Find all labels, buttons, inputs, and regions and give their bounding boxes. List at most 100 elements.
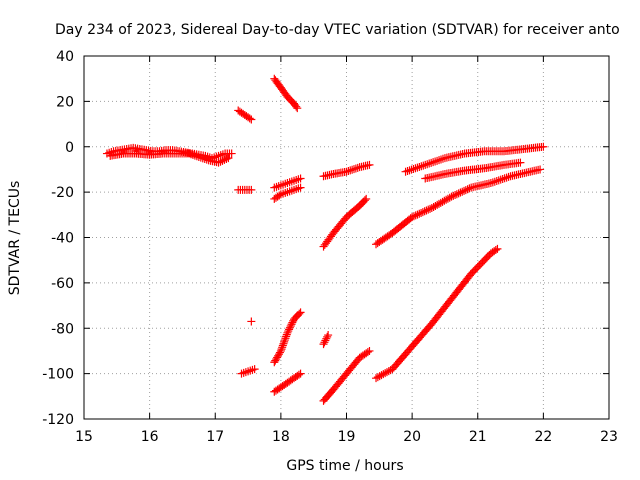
data-point xyxy=(322,334,331,343)
data-point xyxy=(431,157,440,166)
data-point xyxy=(280,337,289,346)
series-arc-i xyxy=(270,369,305,396)
data-point xyxy=(454,189,463,198)
data-point xyxy=(465,184,474,193)
data-point xyxy=(224,154,233,163)
data-point xyxy=(488,178,497,187)
data-point xyxy=(342,167,351,176)
data-point xyxy=(460,186,469,195)
data-point xyxy=(409,164,418,173)
y-tick-label: 40 xyxy=(56,49,74,65)
data-point xyxy=(220,155,229,164)
y-tick-label: -40 xyxy=(51,231,74,247)
data-point xyxy=(438,154,447,163)
data-point xyxy=(218,156,227,165)
data-point xyxy=(350,165,358,174)
data-point xyxy=(278,341,287,350)
data-point xyxy=(202,155,211,164)
data-point xyxy=(429,158,438,167)
data-point xyxy=(418,208,427,217)
data-point xyxy=(382,368,391,377)
series-arc-c xyxy=(234,185,256,194)
series-arc-f xyxy=(270,174,305,192)
data-point xyxy=(286,321,295,330)
data-point xyxy=(353,163,362,172)
data-point xyxy=(245,114,254,123)
data-point xyxy=(192,152,201,161)
chart-title: Day 234 of 2023, Sidereal Day-to-day VTE… xyxy=(55,22,620,38)
data-point xyxy=(190,151,199,160)
data-point xyxy=(216,157,225,166)
data-point xyxy=(456,188,465,197)
data-point xyxy=(417,208,426,217)
data-point xyxy=(504,172,513,181)
data-point xyxy=(502,173,511,182)
y-axis-label: SDTVAR / TECUs xyxy=(7,181,23,296)
series-arc-p xyxy=(372,165,545,249)
data-point xyxy=(408,213,417,222)
series-arc-h xyxy=(270,308,305,367)
data-point xyxy=(433,156,442,165)
data-point xyxy=(320,338,329,347)
data-point xyxy=(296,369,305,378)
data-point xyxy=(278,343,287,352)
data-point xyxy=(296,174,305,183)
data-point xyxy=(384,367,393,376)
data-point xyxy=(284,327,293,336)
x-tick-label: 18 xyxy=(272,429,290,445)
data-point xyxy=(422,206,431,215)
x-tick-label: 19 xyxy=(338,429,356,445)
data-point xyxy=(295,309,304,318)
data-point xyxy=(433,200,442,209)
data-point xyxy=(431,201,440,210)
data-point xyxy=(419,161,428,170)
x-tick-label: 21 xyxy=(469,429,487,445)
data-point xyxy=(277,345,286,354)
y-tick-label: 20 xyxy=(56,94,74,110)
data-point xyxy=(351,164,360,173)
data-point xyxy=(282,330,291,339)
data-point xyxy=(185,149,193,158)
y-tick-label: -100 xyxy=(42,367,74,383)
data-point xyxy=(415,162,424,171)
data-point xyxy=(403,167,412,176)
data-point xyxy=(296,183,305,192)
data-point xyxy=(293,104,302,113)
data-point xyxy=(379,370,388,379)
data-point xyxy=(436,198,445,207)
y-tick-label: -20 xyxy=(51,185,74,201)
data-point xyxy=(360,196,369,205)
data-series xyxy=(102,74,548,405)
data-point xyxy=(348,165,357,174)
x-tick-label: 16 xyxy=(141,429,159,445)
data-point xyxy=(285,323,294,332)
data-point xyxy=(296,308,305,317)
data-point xyxy=(437,155,445,164)
data-point xyxy=(377,371,386,380)
series-arc-g xyxy=(270,183,305,203)
data-point xyxy=(373,373,382,382)
data-point xyxy=(280,336,289,345)
y-tick-label: -80 xyxy=(51,321,74,337)
data-point xyxy=(196,153,205,162)
data-point xyxy=(442,195,451,204)
data-point xyxy=(458,187,467,196)
data-point xyxy=(292,102,301,111)
data-point xyxy=(440,196,449,205)
data-point xyxy=(200,155,209,164)
data-point xyxy=(417,162,426,171)
data-point xyxy=(500,174,509,183)
series-arc-r xyxy=(401,142,548,176)
series-arc-d xyxy=(234,106,256,124)
data-point xyxy=(463,185,472,194)
grid xyxy=(84,56,609,419)
data-point xyxy=(227,149,236,158)
data-point xyxy=(438,197,447,206)
data-point xyxy=(423,160,432,169)
data-point xyxy=(198,154,207,163)
data-point xyxy=(288,318,297,327)
data-point xyxy=(401,167,410,176)
data-point xyxy=(194,152,203,161)
data-point xyxy=(409,212,418,221)
y-tick-label: 0 xyxy=(65,140,74,156)
